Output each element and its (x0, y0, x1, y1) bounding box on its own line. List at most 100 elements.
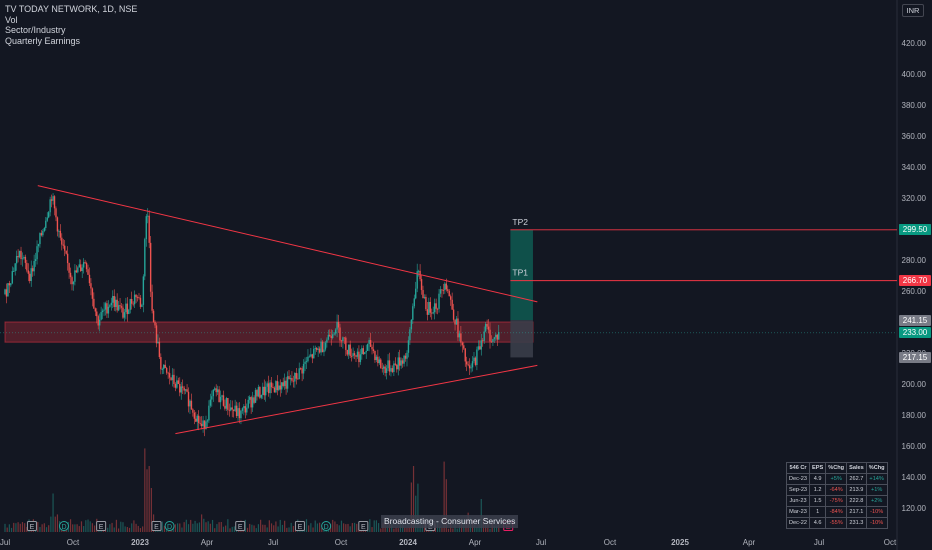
candle (224, 399, 226, 411)
y-tick-label: 320.00 (902, 194, 927, 203)
candle-body (224, 405, 226, 409)
candle-body (97, 316, 99, 326)
event-marker-label: E (154, 524, 159, 531)
candle-body (340, 340, 343, 342)
volume-bar (146, 469, 148, 532)
candle (103, 302, 105, 316)
candle-body (216, 389, 219, 393)
candle (163, 364, 165, 374)
candle (399, 349, 401, 371)
candle (388, 352, 391, 376)
volume-bar (203, 518, 205, 532)
volume-bar (279, 519, 281, 532)
candle-body (190, 400, 193, 410)
candle-body (412, 306, 414, 320)
volume-bar (115, 519, 118, 532)
candle (171, 368, 174, 387)
candle-body (292, 380, 295, 382)
earnings-table-cell: %Chg (825, 462, 848, 474)
volume-bar (369, 519, 371, 532)
candle-body (189, 400, 191, 407)
candle (24, 254, 27, 270)
indicator-volume[interactable]: Vol (5, 14, 18, 25)
candle-body (222, 395, 225, 406)
candle-body (391, 368, 394, 372)
candle-body (187, 391, 190, 407)
candle-body (53, 196, 56, 209)
volume-bar (85, 520, 87, 532)
candle-body (26, 262, 28, 271)
candle-body (484, 323, 487, 332)
candle (468, 358, 471, 376)
candle (304, 357, 306, 372)
candle (330, 329, 332, 346)
candle-body (66, 253, 69, 264)
x-tick-label: Jul (814, 538, 824, 547)
candle-body (396, 364, 398, 370)
volume-bar (185, 519, 187, 532)
volume-bar (349, 526, 351, 532)
candle (318, 346, 321, 354)
candle (126, 297, 129, 322)
candle-body (107, 306, 110, 314)
symbol-title[interactable]: TV TODAY NETWORK, 1D, NSE (5, 4, 138, 14)
candle-body (154, 321, 156, 326)
y-tick-label: 180.00 (902, 411, 927, 420)
candle-body (315, 348, 318, 350)
candle-body (250, 397, 252, 408)
event-marker-label: D (167, 524, 172, 531)
candle-body (101, 310, 104, 313)
candle (26, 259, 28, 273)
candle-body (100, 312, 102, 320)
candle (314, 345, 316, 355)
candle-body (436, 308, 439, 310)
candle-body (451, 299, 453, 310)
candle (361, 345, 363, 360)
candle-body (310, 354, 312, 357)
x-tick-label: Apr (469, 538, 482, 547)
volume-bar (277, 526, 279, 532)
candle-body (56, 217, 59, 232)
candle-body (42, 230, 44, 236)
volume-bar (447, 528, 450, 532)
candle (321, 340, 324, 353)
candle-body (406, 352, 408, 359)
candle (71, 275, 73, 291)
earnings-table-cell: 1.5 (809, 495, 827, 507)
candle-body (496, 334, 498, 340)
candle-body (82, 262, 85, 268)
candle-body (160, 357, 162, 370)
candle (275, 380, 277, 394)
earnings-table-row: Dec-23 4.9 +5% 262.7 +14% (785, 473, 888, 485)
price-tag: 299.50 (899, 224, 931, 236)
candle-body (445, 283, 448, 290)
candle-body (438, 293, 440, 309)
candle-body (157, 341, 159, 344)
indicator-sector-industry[interactable]: Sector/Industry (5, 25, 66, 35)
volume-bar (264, 524, 266, 532)
currency-button[interactable]: INR (902, 4, 924, 17)
candle (326, 337, 328, 348)
candle (298, 362, 300, 380)
event-marker-dividend: D (164, 521, 175, 531)
candle (265, 381, 267, 402)
candle (471, 356, 474, 372)
candle-body (52, 196, 54, 201)
candle-body (128, 309, 130, 315)
candle (404, 353, 407, 362)
candle (18, 250, 21, 259)
price-tag: 241.15 (899, 314, 931, 326)
candle-body (353, 353, 356, 356)
y-tick-label: 120.00 (902, 504, 927, 513)
volume-bar (124, 526, 126, 532)
volume-bar (52, 493, 54, 532)
candle (320, 338, 322, 356)
volume-bar (415, 495, 417, 532)
volume-bar (118, 528, 120, 532)
indicator-quarterly-earnings[interactable]: Quarterly Earnings (5, 35, 81, 46)
candle-body (136, 297, 139, 298)
volume-bar (24, 523, 26, 532)
candle-body (29, 273, 31, 281)
candle (40, 230, 43, 237)
